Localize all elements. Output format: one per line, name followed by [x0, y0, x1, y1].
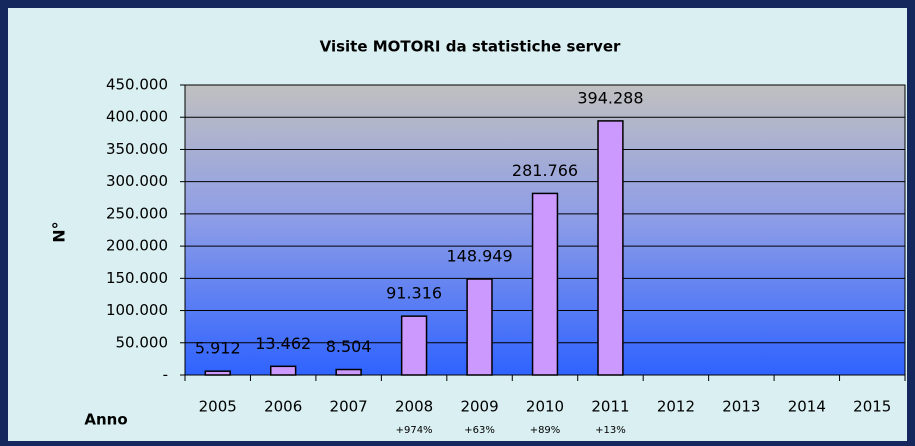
- bar: [269, 365, 297, 376]
- y-tick-label: 450.000: [106, 76, 168, 94]
- x-tick-label: 2005: [199, 398, 237, 416]
- bar: [531, 192, 559, 376]
- growth-label: +974%: [396, 425, 433, 436]
- x-tick-label: 2006: [264, 398, 302, 416]
- growth-label: +89%: [530, 425, 561, 436]
- x-tick-label: 2009: [460, 398, 498, 416]
- y-tick-label: 50.000: [116, 333, 169, 351]
- x-tick-label: 2014: [788, 398, 826, 416]
- bar: [335, 368, 362, 376]
- x-tick-label: 2015: [853, 398, 891, 416]
- x-tick-label: 2007: [330, 398, 368, 416]
- y-tick-label: -: [163, 366, 168, 384]
- y-tick-label: 200.000: [106, 237, 168, 255]
- growth-label: +63%: [464, 425, 495, 436]
- y-tick-label: 250.000: [106, 204, 168, 222]
- growth-label: +13%: [595, 425, 626, 436]
- value-label: 394.288: [577, 88, 643, 107]
- bar: [466, 278, 493, 376]
- value-label: 91.316: [386, 284, 442, 303]
- chart-title: Visite MOTORI da statistiche server: [320, 38, 621, 56]
- x-tick-label: 2011: [591, 398, 629, 416]
- value-label: 5.912: [195, 339, 241, 358]
- value-label: 148.949: [446, 247, 512, 266]
- y-tick-label: 400.000: [106, 108, 168, 126]
- x-tick-label: 2012: [657, 398, 695, 416]
- y-tick-label: 300.000: [106, 172, 168, 190]
- value-label: 13.462: [255, 334, 311, 353]
- x-tick-label: 2008: [395, 398, 433, 416]
- y-axis-label: N°: [50, 221, 69, 242]
- value-label: 281.766: [512, 161, 578, 180]
- y-tick-label: 100.000: [106, 301, 168, 319]
- bar: [204, 370, 231, 376]
- value-label: 8.504: [326, 337, 372, 356]
- y-tick-label: 350.000: [106, 140, 168, 158]
- x-tick-label: 2010: [526, 398, 564, 416]
- y-tick-label: 150.000: [106, 269, 168, 287]
- x-tick-label: 2013: [722, 398, 760, 416]
- x-axis-label: Anno: [84, 411, 127, 429]
- bar: [597, 120, 624, 376]
- bar: [400, 315, 428, 376]
